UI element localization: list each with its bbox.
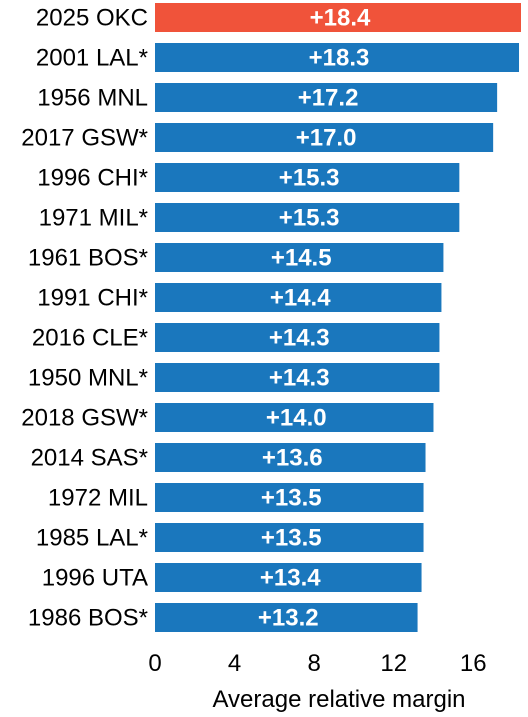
bar-value-label: +14.4 — [270, 285, 331, 312]
category-label: 2017 GSW* — [21, 125, 148, 152]
bar — [155, 43, 520, 72]
bar-value-label: +15.3 — [279, 205, 340, 232]
bar-value-label: +14.5 — [271, 245, 332, 272]
bar-value-label: +13.6 — [262, 445, 323, 472]
bar-value-label: +13.5 — [261, 485, 322, 512]
x-tick-label: 8 — [307, 650, 320, 677]
category-labels: 2025 OKC 2001 LAL* 1956 MNL 2017 GSW* 1996 C… — [21, 5, 148, 632]
category-label: 2001 LAL* — [36, 45, 148, 72]
bars-group: +18.4 +18.3 +17.2 +17.0 +15.3 +15.3 +14.5 +14.4… — [155, 3, 521, 632]
bar — [155, 563, 422, 592]
bar — [155, 163, 460, 192]
category-label: 1950 MNL* — [28, 365, 148, 392]
category-label: 1996 CHI* — [37, 165, 148, 192]
bar-value-label: +14.3 — [269, 325, 330, 352]
bar-value-label: +13.2 — [258, 605, 319, 632]
bar — [155, 523, 424, 552]
category-label: 1972 MIL — [48, 485, 148, 512]
bar — [155, 283, 442, 312]
x-axis-title: Average relative margin — [212, 686, 465, 713]
bar-value-label: +18.3 — [309, 45, 370, 72]
category-label: 2025 OKC — [36, 5, 148, 32]
bar — [155, 603, 418, 632]
bar — [155, 3, 521, 32]
category-label: 1991 CHI* — [37, 285, 148, 312]
bar — [155, 203, 460, 232]
category-label: 1985 LAL* — [36, 525, 148, 552]
x-tick-label: 12 — [380, 650, 407, 677]
bar — [155, 363, 440, 392]
x-tick-label: 0 — [148, 650, 161, 677]
bar — [155, 123, 494, 152]
x-tick-label: 4 — [228, 650, 241, 677]
x-tick-label: 16 — [460, 650, 487, 677]
category-label: 1971 MIL* — [39, 205, 148, 232]
bar — [155, 323, 440, 352]
bar — [155, 83, 498, 112]
bar-value-label: +17.0 — [296, 125, 357, 152]
bar-value-label: +13.4 — [260, 565, 321, 592]
category-label: 1961 BOS* — [28, 245, 148, 272]
bar-value-label: +17.2 — [298, 85, 359, 112]
bar-value-label: +15.3 — [279, 165, 340, 192]
bar — [155, 243, 444, 272]
bar — [155, 483, 424, 512]
bar-value-label: +18.4 — [310, 5, 371, 32]
bar — [155, 403, 434, 432]
category-label: 2016 CLE* — [32, 325, 148, 352]
category-label: 1996 UTA — [42, 565, 148, 592]
bar-value-label: +13.5 — [261, 525, 322, 552]
category-label: 1986 BOS* — [28, 605, 148, 632]
bar-value-label: +14.0 — [266, 405, 327, 432]
bar-value-label: +14.3 — [269, 365, 330, 392]
category-label: 2018 GSW* — [21, 405, 148, 432]
bar — [155, 443, 426, 472]
category-label: 1956 MNL — [37, 85, 148, 112]
category-label: 2014 SAS* — [31, 445, 148, 472]
x-tick-labels: 0 4 8 12 16 — [148, 650, 486, 677]
